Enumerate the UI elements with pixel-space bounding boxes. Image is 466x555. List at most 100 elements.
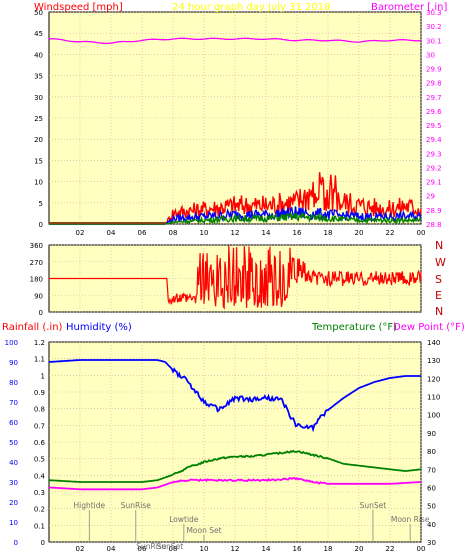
temperature-tick-label: 110	[427, 394, 440, 402]
rainfall-tick-label: 1	[41, 372, 45, 380]
dewpoint-axis-label: Dew Point (°F)	[393, 322, 465, 333]
temperature-axis-label: Temperature (°F)	[311, 322, 397, 333]
humidity-tick-label: 100	[5, 339, 18, 347]
temp-x-tick-label: 22	[386, 545, 395, 553]
event-label: Moon Rise	[391, 515, 430, 524]
wind-x-tick-label: 08	[169, 229, 178, 237]
barometer-axis-label: Barometer [.in]	[371, 2, 447, 13]
dew-point-series-line	[49, 476, 422, 491]
barometer-tick-label: 30.2	[426, 23, 442, 31]
barometer-tick-label: 29.4	[426, 136, 442, 144]
temperature-tick-label: 80	[427, 448, 436, 456]
humidity-tick-label: 50	[9, 439, 18, 447]
windspeed-tick-label: 0	[39, 221, 43, 229]
barometer-tick-label: 29.5	[426, 122, 442, 130]
temp-x-tick-label: 14	[262, 545, 271, 553]
event-label: SunSet	[360, 501, 387, 510]
temperature-tick-label: 60	[427, 484, 436, 492]
barometer-tick-label: 29	[426, 193, 435, 201]
rainfall-tick-label: 0.4	[34, 472, 46, 480]
windspeed-tick-label: 5	[39, 200, 43, 208]
temperature-tick-label: 100	[427, 412, 440, 420]
barometer-tick-label: 30	[426, 51, 435, 59]
event-label: SunRise	[121, 501, 151, 510]
humidity-tick-label: 70	[9, 399, 18, 407]
temperature-tick-label: 140	[427, 339, 440, 347]
windspeed-tick-label: 15	[34, 157, 43, 165]
humidity-tick-label: 30	[9, 479, 18, 487]
event-label: Moon Set	[186, 526, 221, 535]
barometer-tick-label: 29.1	[426, 179, 442, 187]
rainfall-tick-label: 0	[41, 539, 45, 547]
temp-x-tick-label: 16	[293, 545, 302, 553]
windspeed-tick-label: 30	[34, 94, 43, 102]
direction-tick-label: 180	[30, 276, 43, 284]
temp-x-tick-label: 12	[231, 545, 240, 553]
dir-label-e: E	[435, 289, 442, 302]
temp-x-tick-label: 06	[138, 545, 147, 553]
direction-tick-label: 90	[34, 292, 43, 300]
rainfall-tick-label: 0.9	[34, 389, 45, 397]
wind-x-tick-label: 14	[262, 229, 271, 237]
windspeed-tick-label: 45	[34, 30, 43, 38]
dir-label-w: W	[435, 256, 446, 269]
wind-x-tick-label: 06	[138, 229, 147, 237]
direction-tick-label: 270	[30, 259, 43, 267]
direction-tick-label: 0	[39, 309, 43, 317]
dir-label-n-bottom: N	[435, 305, 443, 318]
barometer-tick-label: 29.3	[426, 150, 442, 158]
rainfall-tick-label: 1.2	[34, 339, 45, 347]
wind-baro-series	[48, 37, 422, 225]
humidity-series-line	[48, 359, 421, 433]
wind-x-tick-label: 02	[76, 229, 85, 237]
event-label: SunSet	[157, 542, 184, 551]
dir-label-n-top: N	[435, 239, 443, 252]
barometer-tick-label: 29.7	[426, 94, 442, 102]
rainfall-tick-label: 0.1	[34, 522, 45, 530]
humidity-tick-label: 20	[9, 499, 18, 507]
humidity-tick-label: 60	[9, 419, 18, 427]
temperature-tick-label: 40	[427, 521, 436, 529]
dir-label-s: S	[435, 273, 442, 286]
barometer-tick-label: 29.9	[426, 66, 442, 74]
humidity-tick-label: 10	[9, 519, 18, 527]
rainfall-tick-label: 0.7	[34, 422, 45, 430]
rainfall-tick-label: 0.5	[34, 456, 45, 464]
windspeed-tick-label: 25	[34, 115, 43, 123]
barometer-tick-label: 28.8	[426, 221, 442, 229]
temp-humidity-series	[48, 359, 422, 491]
rainfall-tick-label: 0.3	[34, 489, 45, 497]
barometer-tick-label: 29.8	[426, 80, 442, 88]
wind-x-tick-label: 18	[324, 229, 333, 237]
barometer-tick-label: 30.3	[426, 9, 442, 17]
event-label: SunRise	[136, 542, 166, 551]
temperature-tick-label: 70	[427, 466, 436, 474]
temp-x-tick-label: 08	[169, 545, 178, 553]
direction-series	[49, 245, 422, 310]
windspeed-axis-label: Windspeed [mph]	[34, 2, 123, 13]
temp-x-tick-label: 18	[324, 545, 333, 553]
wind-x-tick-label: 22	[386, 229, 395, 237]
rainfall-tick-label: 0.8	[34, 406, 45, 414]
temperature-series-line	[48, 449, 422, 483]
rainfall-tick-label: 0.6	[34, 439, 46, 447]
rainfall-tick-label: 0.2	[34, 506, 45, 514]
event-label: Hightide	[73, 501, 105, 510]
windspeed-tick-label: 40	[34, 51, 43, 59]
temp-humidity-grid	[49, 341, 422, 543]
barometer-tick-label: 28.9	[426, 207, 442, 215]
wind-x-tick-label: 00	[417, 229, 426, 237]
humidity-tick-label: 40	[9, 459, 18, 467]
rainfall-axis-label: Rainfall (.in)	[2, 322, 63, 333]
temperature-tick-label: 90	[427, 430, 436, 438]
windspeed-tick-label: 50	[34, 9, 43, 17]
temp-x-tick-label: 04	[107, 545, 116, 553]
event-label: Lowtide	[169, 515, 199, 524]
axis-tick-labels: 0510152025303540455028.828.92929.129.229…	[5, 9, 443, 553]
graph-title: 24 hour graph day July 31 2018	[172, 2, 331, 13]
direction-tick-label: 360	[30, 242, 43, 250]
wind-x-tick-label: 12	[231, 229, 240, 237]
temperature-tick-label: 130	[427, 357, 440, 365]
